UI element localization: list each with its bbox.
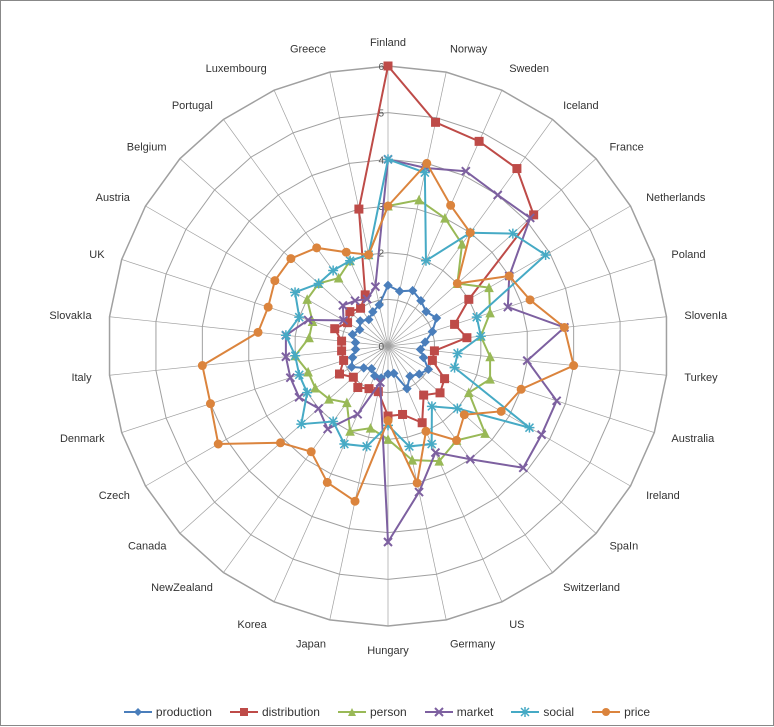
svg-text:0: 0 [378, 342, 384, 353]
svg-text:SpaIn: SpaIn [609, 540, 638, 552]
svg-text:SlovenIa: SlovenIa [684, 310, 728, 322]
svg-text:Czech: Czech [99, 490, 130, 502]
legend-item-production: production [124, 705, 212, 719]
legend-swatch [511, 706, 539, 718]
svg-text:Netherlands: Netherlands [646, 192, 706, 204]
legend-swatch [338, 706, 366, 718]
legend-label: social [543, 705, 574, 719]
svg-text:Switzerland: Switzerland [563, 582, 620, 594]
svg-text:Sweden: Sweden [509, 63, 549, 75]
legend-label: market [457, 705, 494, 719]
legend-item-social: social [511, 705, 574, 719]
svg-text:Italy: Italy [71, 372, 92, 384]
legend-swatch [230, 706, 258, 718]
svg-text:Portugal: Portugal [172, 100, 213, 112]
svg-text:Belgium: Belgium [127, 142, 167, 154]
legend-item-price: price [592, 705, 650, 719]
svg-text:Canada: Canada [128, 540, 167, 552]
svg-text:Poland: Poland [671, 249, 705, 261]
svg-text:US: US [509, 619, 524, 631]
svg-text:France: France [609, 142, 643, 154]
radar-chart-container: 0123456FinlandNorwaySwedenIcelandFranceN… [0, 0, 774, 726]
svg-text:Germany: Germany [450, 638, 496, 650]
svg-text:Japan: Japan [296, 638, 326, 650]
svg-text:NewZealand: NewZealand [151, 582, 213, 594]
svg-text:4: 4 [378, 155, 384, 166]
svg-text:Finland: Finland [370, 37, 406, 49]
legend-label: person [370, 705, 407, 719]
svg-text:Greece: Greece [290, 44, 326, 56]
svg-text:Australia: Australia [671, 433, 715, 445]
svg-text:UK: UK [89, 249, 105, 261]
svg-text:Ireland: Ireland [646, 490, 680, 502]
svg-text:Turkey: Turkey [684, 372, 718, 384]
legend-item-person: person [338, 705, 407, 719]
svg-text:Austria: Austria [96, 192, 131, 204]
legend-label: price [624, 705, 650, 719]
svg-text:SlovakIa: SlovakIa [49, 310, 92, 322]
svg-text:Luxembourg: Luxembourg [206, 63, 267, 75]
legend-item-market: market [425, 705, 494, 719]
legend: production distribution person market social… [1, 705, 773, 719]
legend-swatch [425, 706, 453, 718]
legend-label: distribution [262, 705, 320, 719]
legend-label: production [156, 705, 212, 719]
svg-text:Norway: Norway [450, 44, 488, 56]
legend-swatch [592, 706, 620, 718]
svg-text:Denmark: Denmark [60, 433, 105, 445]
legend-item-distribution: distribution [230, 705, 320, 719]
radar-chart: 0123456FinlandNorwaySwedenIcelandFranceN… [1, 1, 774, 727]
svg-text:Hungary: Hungary [367, 645, 409, 657]
svg-text:Korea: Korea [237, 619, 267, 631]
legend-swatch [124, 706, 152, 718]
svg-text:Iceland: Iceland [563, 100, 598, 112]
